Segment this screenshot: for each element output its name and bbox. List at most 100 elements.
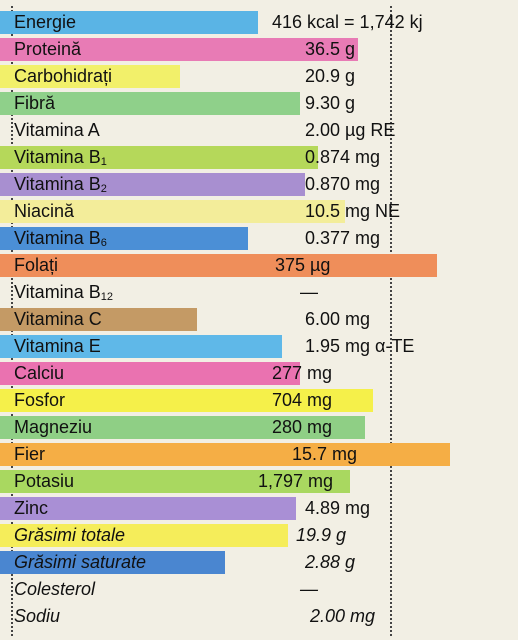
row-label: Fier (14, 444, 45, 465)
row-label: Colesterol (14, 579, 95, 600)
row-value: 36.5 g (305, 39, 356, 59)
table-row: Vitamina B2 0.870 mg (0, 171, 518, 198)
label-text: Grăsimi saturate (14, 552, 147, 572)
row-value: 20.9 g (305, 66, 356, 86)
bar (0, 254, 437, 277)
row-value: 10.5 mg NE (305, 201, 401, 221)
label-text: Zinc (14, 498, 49, 518)
label-text: Magneziu (14, 417, 93, 437)
bar (0, 335, 282, 358)
table-row: Magneziu 280 mg (0, 414, 518, 441)
table-row: Fibră 9.30 g (0, 90, 518, 117)
table-row: Folați 375 µg (0, 252, 518, 279)
bar (0, 92, 300, 115)
table-row: Colesterol — (0, 576, 518, 603)
table-row: Niacină 10.5 mg NE (0, 198, 518, 225)
table-row: Vitamina A 2.00 µg RE (0, 117, 518, 144)
row-value: 9.30 g (305, 93, 356, 113)
row-label: Potasiu (14, 471, 74, 492)
bar (0, 146, 318, 169)
row-value: 2.00 mg (310, 606, 376, 626)
row-value: 0.874 mg (305, 147, 381, 167)
label-text: Niacină (14, 201, 75, 221)
table-row: Vitamina C 6.00 mg (0, 306, 518, 333)
bar (0, 470, 350, 493)
label-subscript: 12 (100, 291, 113, 303)
table-row: Vitamina B6 0.377 mg (0, 225, 518, 252)
row-label: Vitamina B1 (14, 147, 107, 168)
row-label: Vitamina A (14, 120, 100, 141)
table-row: Sodiu 2.00 mg (0, 603, 518, 630)
label-text: Fosfor (14, 390, 66, 410)
row-label: Magneziu (14, 417, 92, 438)
table-row: Vitamina B12 — (0, 279, 518, 306)
label-text: Fibră (14, 93, 56, 113)
label-subscript: 6 (100, 237, 107, 249)
row-label: Zinc (14, 498, 48, 519)
row-label: Carbohidrați (14, 66, 112, 87)
bar (0, 362, 300, 385)
row-label: Vitamina B2 (14, 174, 107, 195)
row-label: Grăsimi saturate (14, 552, 146, 573)
row-label: Folați (14, 255, 58, 276)
table-row: Vitamina E 1.95 mg α-TE (0, 333, 518, 360)
row-value: 277 mg (272, 363, 333, 383)
label-text: Vitamina E (14, 336, 101, 356)
bar (0, 200, 345, 223)
row-value: 0.870 mg (305, 174, 381, 194)
bar (0, 443, 450, 466)
row-label: Vitamina B6 (14, 228, 107, 249)
table-row: Proteină 36.5 g (0, 36, 518, 63)
row-value: 15.7 mg (292, 444, 358, 464)
row-value: 1,797 mg (258, 471, 334, 491)
row-label: Energie (14, 12, 76, 33)
label-text: Vitamina C (14, 309, 102, 329)
bar (0, 389, 373, 412)
bar (0, 497, 296, 520)
label-text: Calciu (14, 363, 65, 383)
bar (0, 551, 225, 574)
table-row: Grăsimi saturate 2.88 g (0, 549, 518, 576)
label-text: Sodiu (14, 606, 61, 626)
label-text: Vitamina A (14, 120, 100, 140)
table-row: Potasiu 1,797 mg (0, 468, 518, 495)
label-text: Colesterol (14, 579, 96, 599)
label-text: Folați (14, 255, 59, 275)
label-subscript: 2 (100, 183, 107, 195)
label-text: Energie (14, 12, 77, 32)
row-value: — (300, 282, 318, 302)
bar (0, 173, 305, 196)
label-text: Vitamina B (14, 282, 101, 302)
row-value: 4.89 mg (305, 498, 371, 518)
bar (0, 227, 248, 250)
row-value: 375 µg (275, 255, 331, 275)
row-value: 1.95 mg α-TE (305, 336, 415, 356)
row-label: Vitamina C (14, 309, 102, 330)
row-label: Proteină (14, 39, 81, 60)
label-text: Carbohidrați (14, 66, 113, 86)
bar (0, 38, 358, 61)
row-label: Vitamina B12 (14, 282, 113, 303)
row-value: 416 kcal = 1,742 kj (272, 12, 423, 32)
table-row: Energie 416 kcal = 1,742 kj (0, 9, 518, 36)
bar (0, 524, 288, 547)
table-row: Calciu 277 mg (0, 360, 518, 387)
label-text: Proteină (14, 39, 82, 59)
row-value: — (300, 579, 318, 599)
label-subscript: 1 (100, 156, 107, 168)
row-label: Vitamina E (14, 336, 101, 357)
table-row: Vitamina B1 0.874 mg (0, 144, 518, 171)
table-row: Carbohidrați 20.9 g (0, 63, 518, 90)
label-text: Grăsimi totale (14, 525, 126, 545)
bar (0, 65, 180, 88)
label-text: Fier (14, 444, 45, 464)
row-label: Sodiu (14, 606, 60, 627)
row-label: Calciu (14, 363, 64, 384)
table-row: Fier 15.7 mg (0, 441, 518, 468)
row-value: 19.9 g (296, 525, 347, 545)
bar (0, 11, 258, 34)
label-text: Vitamina B (14, 228, 101, 248)
row-label: Fosfor (14, 390, 65, 411)
row-label: Niacină (14, 201, 74, 222)
